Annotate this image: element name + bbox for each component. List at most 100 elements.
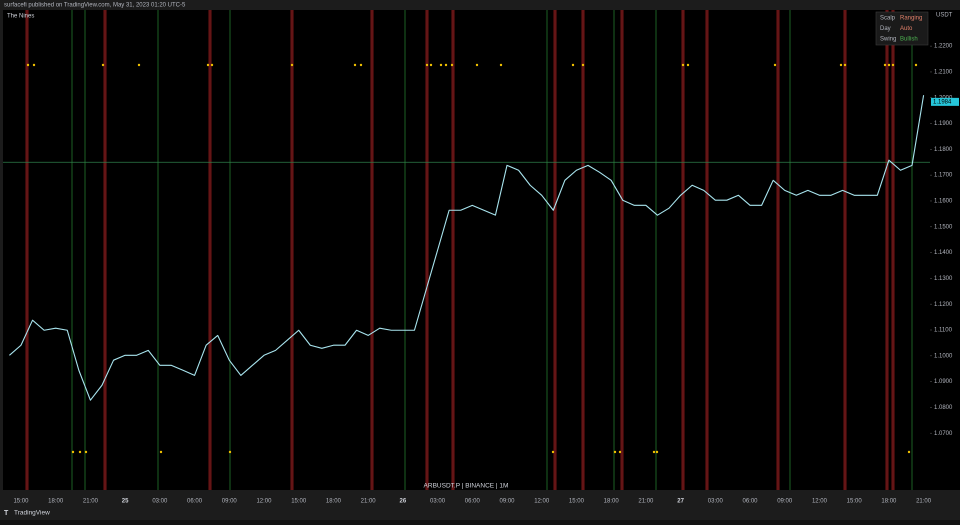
x-tick-label: 09:00 [777,499,793,505]
signal-dot [652,450,656,454]
signal-dot [206,63,210,67]
signal-dot [290,63,294,67]
signal-dot [773,63,777,67]
signal-dot [32,63,36,67]
signal-dot [843,63,847,67]
x-tick-label: 26 [400,499,407,505]
y-tick-label: 1.0700 [934,431,953,437]
y-tick-label: 1.1500 [934,224,953,230]
y-tick-label: 1.2200 [934,44,953,50]
x-tick-label: 03:00 [708,499,724,505]
signal-dot [618,450,622,454]
y-tick-label: 1.1600 [934,199,953,205]
indicator-name: The Nines [7,14,34,20]
x-tick-label: 18:00 [326,499,342,505]
signal-dot [84,450,88,454]
x-tick-label: 18:00 [881,499,897,505]
price-axis-background [930,10,960,490]
status-label: Swing [880,37,896,43]
signal-dot [26,63,30,67]
x-tick-label: 21:00 [83,499,99,505]
signal-dot [655,450,659,454]
y-tick-label: 1.1300 [934,276,953,282]
x-tick-label: 21:00 [361,499,377,505]
signal-dot [499,63,503,67]
x-tick-label: 21:00 [916,499,932,505]
signal-dot [883,63,887,67]
x-tick-label: 09:00 [499,499,515,505]
y-tick-label: 1.1800 [934,147,953,153]
signal-dot [78,450,82,454]
x-tick-label: 15:00 [13,499,29,505]
status-label: Scalp [880,16,896,22]
signal-dot [581,63,585,67]
signal-dot [891,63,895,67]
signal-dot [450,63,454,67]
signal-bands [25,10,918,490]
signal-dot [686,63,690,67]
signal-dot [439,63,443,67]
last-price-label: 1.1984 [933,99,952,105]
x-tick-label: 15:00 [847,499,863,505]
x-tick-label: 27 [677,499,684,505]
x-tick-label: 03:00 [152,499,168,505]
signal-dot [613,450,617,454]
x-tick-label: 06:00 [187,499,203,505]
signal-dot [444,63,448,67]
status-table-box [875,11,929,46]
signal-dot [839,63,843,67]
signal-dot [359,63,363,67]
x-tick-label: 15:00 [291,499,307,505]
y-tick-label: 1.1100 [934,328,953,334]
signal-dot [210,63,214,67]
signal-dot [429,63,433,67]
y-tick-label: 1.1000 [934,353,953,359]
x-tick-label: 12:00 [256,499,272,505]
x-tick-label: 18:00 [604,499,620,505]
last-price-tag [931,97,959,106]
y-tick-label: 1.1900 [934,121,953,127]
footer-icon: T [4,510,9,517]
signal-dot [681,63,685,67]
x-tick-label: 21:00 [638,499,654,505]
signal-dot [353,63,357,67]
signal-dot [571,63,575,67]
y-tick-label: 1.0900 [934,379,953,385]
signal-dot [475,63,479,67]
signal-dot [137,63,141,67]
plot-background [3,10,930,490]
footer-logo: TradingView [14,510,50,517]
y-tick-label: 1.2100 [934,70,953,76]
axis-unit: USDT [936,13,953,19]
x-tick-label: 25 [122,499,129,505]
status-label: Day [880,26,891,32]
symbol-label: ARBUSDT.P | BINANCE | 1M [424,483,509,490]
status-value: Ranging [900,16,922,22]
x-tick-label: 15:00 [569,499,585,505]
signal-dot [887,63,891,67]
x-tick-label: 06:00 [465,499,481,505]
signal-dot [228,450,232,454]
signal-dot [71,450,75,454]
x-tick-label: 06:00 [743,499,759,505]
y-tick-label: 1.1400 [934,250,953,256]
y-tick-label: 1.0800 [934,405,953,411]
signal-dot [551,450,555,454]
x-tick-label: 12:00 [812,499,828,505]
publish-note: surfacefi published on TradingView.com, … [4,3,186,9]
status-value: Auto [900,26,913,32]
signal-dot [907,450,911,454]
x-tick-label: 03:00 [430,499,446,505]
signal-dot [914,63,918,67]
signal-dot [159,450,163,454]
y-tick-label: 1.1700 [934,173,953,179]
status-value: Bullish [900,37,918,43]
price-line [9,95,925,401]
signal-dot [425,63,429,67]
x-tick-label: 12:00 [534,499,550,505]
x-tick-label: 09:00 [222,499,238,505]
signal-dot [101,63,105,67]
y-tick-label: 1.1200 [934,302,953,308]
x-tick-label: 18:00 [48,499,64,505]
